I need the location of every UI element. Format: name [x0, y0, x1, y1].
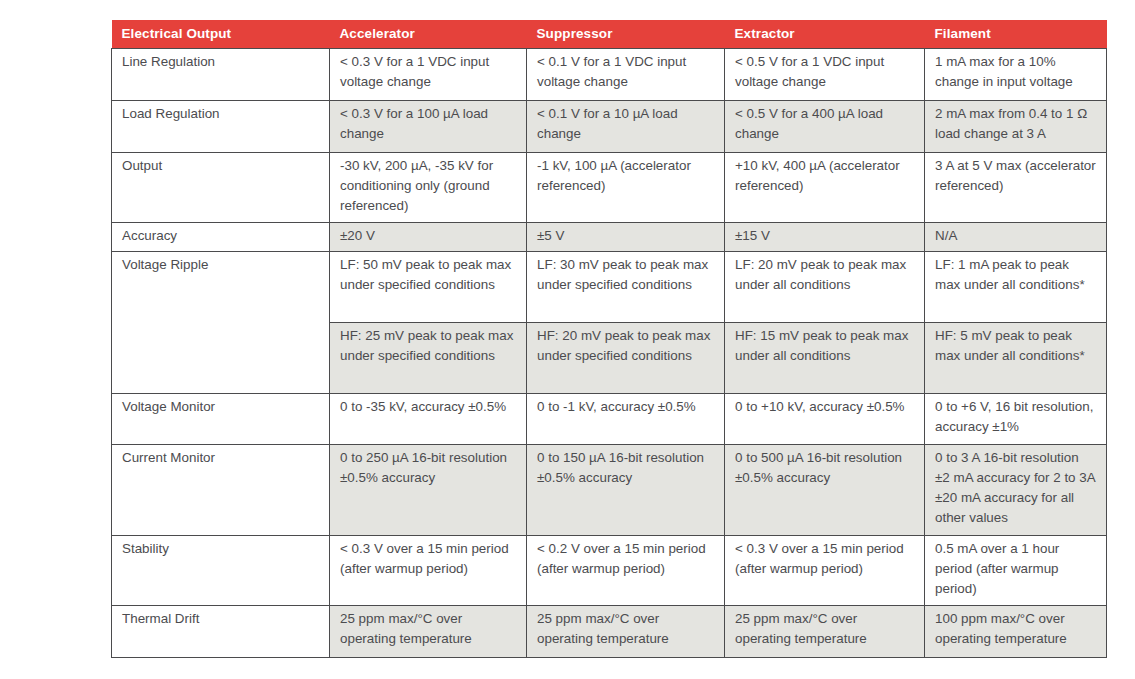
spec-cell: HF: 15 mV peak to peak max under all con… — [725, 322, 925, 393]
table-header: Electrical OutputAcceleratorSuppressorEx… — [112, 20, 1107, 48]
spec-cell: 25 ppm max/°C over operating temperature — [725, 605, 925, 657]
spec-cell: 0 to 150 µA 16-bit resolution ±0.5% accu… — [527, 444, 725, 535]
row-label: Stability — [112, 535, 330, 605]
spec-cell: ±15 V — [725, 222, 925, 251]
row-label: Output — [112, 152, 330, 222]
spec-cell: < 0.3 V for a 100 µA load change — [330, 100, 527, 152]
spec-cell: HF: 25 mV peak to peak max under specifi… — [330, 322, 527, 393]
spec-cell: < 0.3 V over a 15 min period (after warm… — [725, 535, 925, 605]
table-header-row: Electrical OutputAcceleratorSuppressorEx… — [112, 20, 1107, 48]
row-label: Voltage Monitor — [112, 393, 330, 444]
column-header: Extractor — [725, 20, 925, 48]
spec-cell: 0 to 500 µA 16-bit resolution ±0.5% accu… — [725, 444, 925, 535]
spec-cell: N/A — [925, 222, 1107, 251]
table-row: Line Regulation< 0.3 V for a 1 VDC input… — [112, 48, 1107, 100]
spec-cell: 25 ppm max/°C over operating temperature — [527, 605, 725, 657]
spec-cell: < 0.2 V over a 15 min period (after warm… — [527, 535, 725, 605]
spec-cell: < 0.5 V for a 400 µA load change — [725, 100, 925, 152]
table-row: Output-30 kV, 200 µA, -35 kV for conditi… — [112, 152, 1107, 222]
spec-cell: LF: 50 mV peak to peak max under specifi… — [330, 251, 527, 322]
spec-cell: -1 kV, 100 µA (accelerator referenced) — [527, 152, 725, 222]
spec-cell: 0 to 250 µA 16-bit resolution ±0.5% accu… — [330, 444, 527, 535]
spec-cell: < 0.5 V for a 1 VDC input voltage change — [725, 48, 925, 100]
table-row: Current Monitor0 to 250 µA 16-bit resolu… — [112, 444, 1107, 535]
spec-cell: 1 mA max for a 10% change in input volta… — [925, 48, 1107, 100]
spec-cell: < 0.1 V for a 10 µA load change — [527, 100, 725, 152]
spec-cell: 0 to +10 kV, accuracy ±0.5% — [725, 393, 925, 444]
spec-cell: 0 to -1 kV, accuracy ±0.5% — [527, 393, 725, 444]
table-row: Voltage RippleLF: 50 mV peak to peak max… — [112, 251, 1107, 322]
spec-cell: LF: 1 mA peak to peak max under all cond… — [925, 251, 1107, 322]
spec-cell: ±5 V — [527, 222, 725, 251]
spec-cell: 25 ppm max/°C over operating temperature — [330, 605, 527, 657]
row-label: Accuracy — [112, 222, 330, 251]
table-row: Load Regulation< 0.3 V for a 100 µA load… — [112, 100, 1107, 152]
row-label: Thermal Drift — [112, 605, 330, 657]
spec-cell: < 0.3 V for a 1 VDC input voltage change — [330, 48, 527, 100]
spec-cell: LF: 20 mV peak to peak max under all con… — [725, 251, 925, 322]
row-label: Voltage Ripple — [112, 251, 330, 393]
spec-cell: 0 to -35 kV, accuracy ±0.5% — [330, 393, 527, 444]
spec-cell: 2 mA max from 0.4 to 1 Ω load change at … — [925, 100, 1107, 152]
column-header: Filament — [925, 20, 1107, 48]
table-row: Stability< 0.3 V over a 15 min period (a… — [112, 535, 1107, 605]
spec-cell: 0 to +6 V, 16 bit resolution, accuracy ±… — [925, 393, 1107, 444]
column-header: Suppressor — [527, 20, 725, 48]
spec-cell: < 0.1 V for a 1 VDC input voltage change — [527, 48, 725, 100]
spec-cell: HF: 20 mV peak to peak max under specifi… — [527, 322, 725, 393]
column-header: Electrical Output — [112, 20, 330, 48]
spec-cell: +10 kV, 400 µA (accelerator referenced) — [725, 152, 925, 222]
row-label: Load Regulation — [112, 100, 330, 152]
spec-cell: 3 A at 5 V max (accelerator referenced) — [925, 152, 1107, 222]
table-row: Accuracy±20 V±5 V±15 VN/A — [112, 222, 1107, 251]
spec-cell: -30 kV, 200 µA, -35 kV for conditioning … — [330, 152, 527, 222]
table-row: Thermal Drift25 ppm max/°C over operatin… — [112, 605, 1107, 657]
row-label: Current Monitor — [112, 444, 330, 535]
electrical-output-spec-table: Electrical OutputAcceleratorSuppressorEx… — [111, 20, 1107, 658]
spec-cell: 100 ppm max/°C over operating temperatur… — [925, 605, 1107, 657]
column-header: Accelerator — [330, 20, 527, 48]
table-row: Voltage Monitor0 to -35 kV, accuracy ±0.… — [112, 393, 1107, 444]
row-label: Line Regulation — [112, 48, 330, 100]
spec-cell: ±20 V — [330, 222, 527, 251]
spec-cell: < 0.3 V over a 15 min period (after warm… — [330, 535, 527, 605]
spec-cell: 0.5 mA over a 1 hour period (after warmu… — [925, 535, 1107, 605]
spec-cell: LF: 30 mV peak to peak max under specifi… — [527, 251, 725, 322]
table-body: Line Regulation< 0.3 V for a 1 VDC input… — [112, 48, 1107, 657]
spec-cell: 0 to 3 A 16-bit resolution ±2 mA accurac… — [925, 444, 1107, 535]
spec-table-container: Electrical OutputAcceleratorSuppressorEx… — [111, 20, 1107, 658]
spec-cell: HF: 5 mV peak to peak max under all cond… — [925, 322, 1107, 393]
